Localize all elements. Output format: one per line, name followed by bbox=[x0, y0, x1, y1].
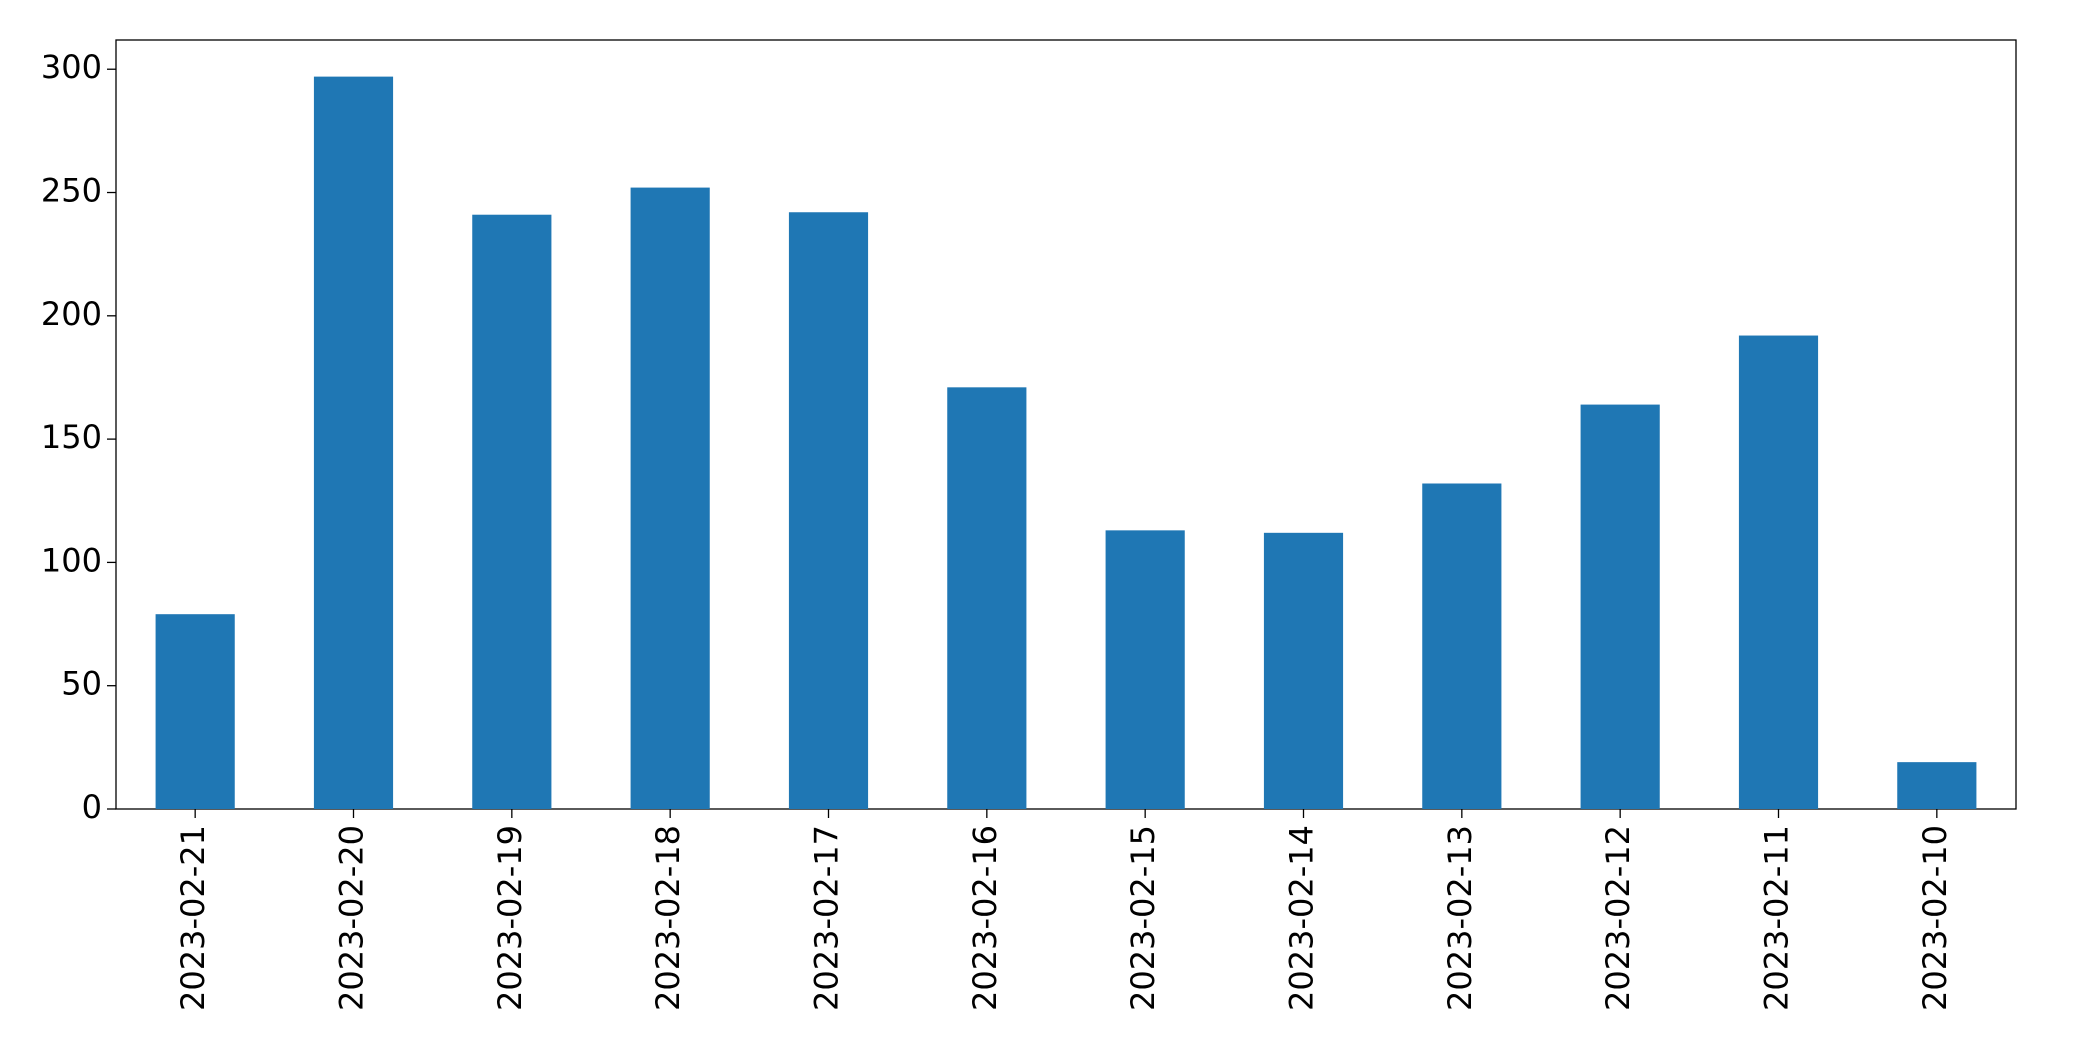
y-tick-label: 300 bbox=[41, 48, 102, 86]
y-tick-label: 50 bbox=[61, 665, 102, 703]
bar bbox=[1580, 404, 1660, 809]
bar bbox=[630, 187, 710, 809]
bar bbox=[1422, 483, 1502, 809]
bar bbox=[1105, 530, 1185, 809]
x-tick-label: 2023-02-18 bbox=[649, 825, 687, 1011]
y-tick-label: 150 bbox=[41, 418, 102, 456]
y-tick-label: 100 bbox=[41, 541, 102, 579]
x-tick-label: 2023-02-12 bbox=[1599, 825, 1637, 1011]
x-tick-label: 2023-02-15 bbox=[1124, 825, 1162, 1011]
bar bbox=[1263, 532, 1344, 809]
y-tick-label: 200 bbox=[41, 295, 102, 333]
x-tick-label: 2023-02-19 bbox=[491, 825, 529, 1011]
bar bbox=[788, 212, 869, 810]
x-tick-label: 2023-02-10 bbox=[1916, 825, 1954, 1011]
x-tick-label: 2023-02-11 bbox=[1758, 825, 1796, 1011]
y-tick-label: 0 bbox=[82, 788, 102, 826]
bar bbox=[1738, 335, 1819, 809]
bar bbox=[1897, 762, 1977, 809]
y-tick-label: 250 bbox=[41, 172, 102, 210]
x-tick-label: 2023-02-17 bbox=[808, 825, 846, 1011]
plot-frame bbox=[115, 39, 2017, 810]
bar bbox=[947, 387, 1027, 809]
bar bbox=[313, 76, 394, 810]
bar bbox=[472, 214, 552, 810]
x-tick-label: 2023-02-14 bbox=[1283, 825, 1321, 1011]
x-tick-label: 2023-02-13 bbox=[1441, 825, 1479, 1011]
x-tick-label: 2023-02-20 bbox=[333, 825, 371, 1011]
bar bbox=[155, 614, 235, 809]
x-tick-label: 2023-02-21 bbox=[174, 825, 212, 1011]
x-tick-label: 2023-02-16 bbox=[966, 825, 1004, 1011]
